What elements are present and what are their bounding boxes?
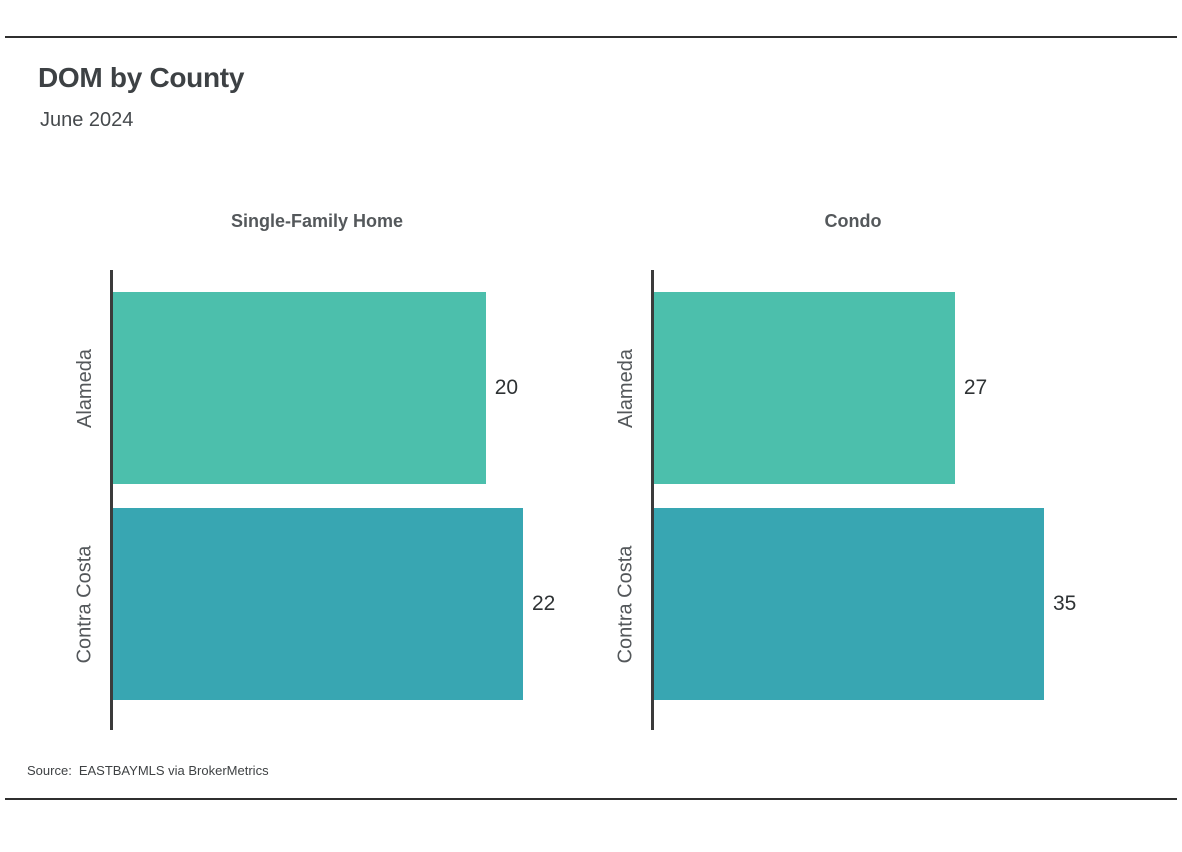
y-axis-line-condo xyxy=(651,270,654,730)
category-label-contra-costa: Contra Costa xyxy=(604,508,648,700)
bar-alameda-single-family xyxy=(113,292,486,484)
plot-area-single-family: 20 22 xyxy=(113,270,555,730)
bar-value-label: 22 xyxy=(532,592,556,615)
panel-title-single-family: Single-Family Home xyxy=(230,211,404,231)
category-label-text: Contra Costa xyxy=(614,545,637,663)
source-text: EASTBAYMLS via BrokerMetrics xyxy=(78,763,269,778)
bar-row: 27 xyxy=(654,292,1044,484)
bar-row: 22 xyxy=(113,508,555,700)
source-note: Source: EASTBAYMLS via BrokerMetrics xyxy=(27,763,269,778)
category-label-contra-costa: Contra Costa xyxy=(63,508,107,700)
bar-value-label: 20 xyxy=(494,376,519,399)
chart-subtitle: June 2024 xyxy=(40,109,134,131)
bar-value-label: 27 xyxy=(963,376,988,399)
panel-title-condo: Condo xyxy=(824,211,882,231)
category-label-text: Alameda xyxy=(614,348,637,428)
plot-area-condo: 27 35 xyxy=(654,270,1076,730)
category-label-alameda: Alameda xyxy=(63,292,107,484)
source-label: Source: xyxy=(27,763,72,778)
top-divider xyxy=(5,36,1177,38)
bar-row: 35 xyxy=(654,508,1076,700)
bar-row: 20 xyxy=(113,292,523,484)
bar-contra-costa-single-family xyxy=(113,508,523,700)
bar-alameda-condo xyxy=(654,292,955,484)
category-label-text: Alameda xyxy=(73,348,96,428)
category-label-text: Contra Costa xyxy=(73,545,96,663)
bottom-divider xyxy=(5,798,1177,800)
y-axis-line-single-family xyxy=(110,270,113,730)
bar-value-label: 35 xyxy=(1053,592,1077,615)
category-label-alameda: Alameda xyxy=(604,292,648,484)
chart-title: DOM by County xyxy=(38,62,245,93)
bar-contra-costa-condo xyxy=(654,508,1044,700)
